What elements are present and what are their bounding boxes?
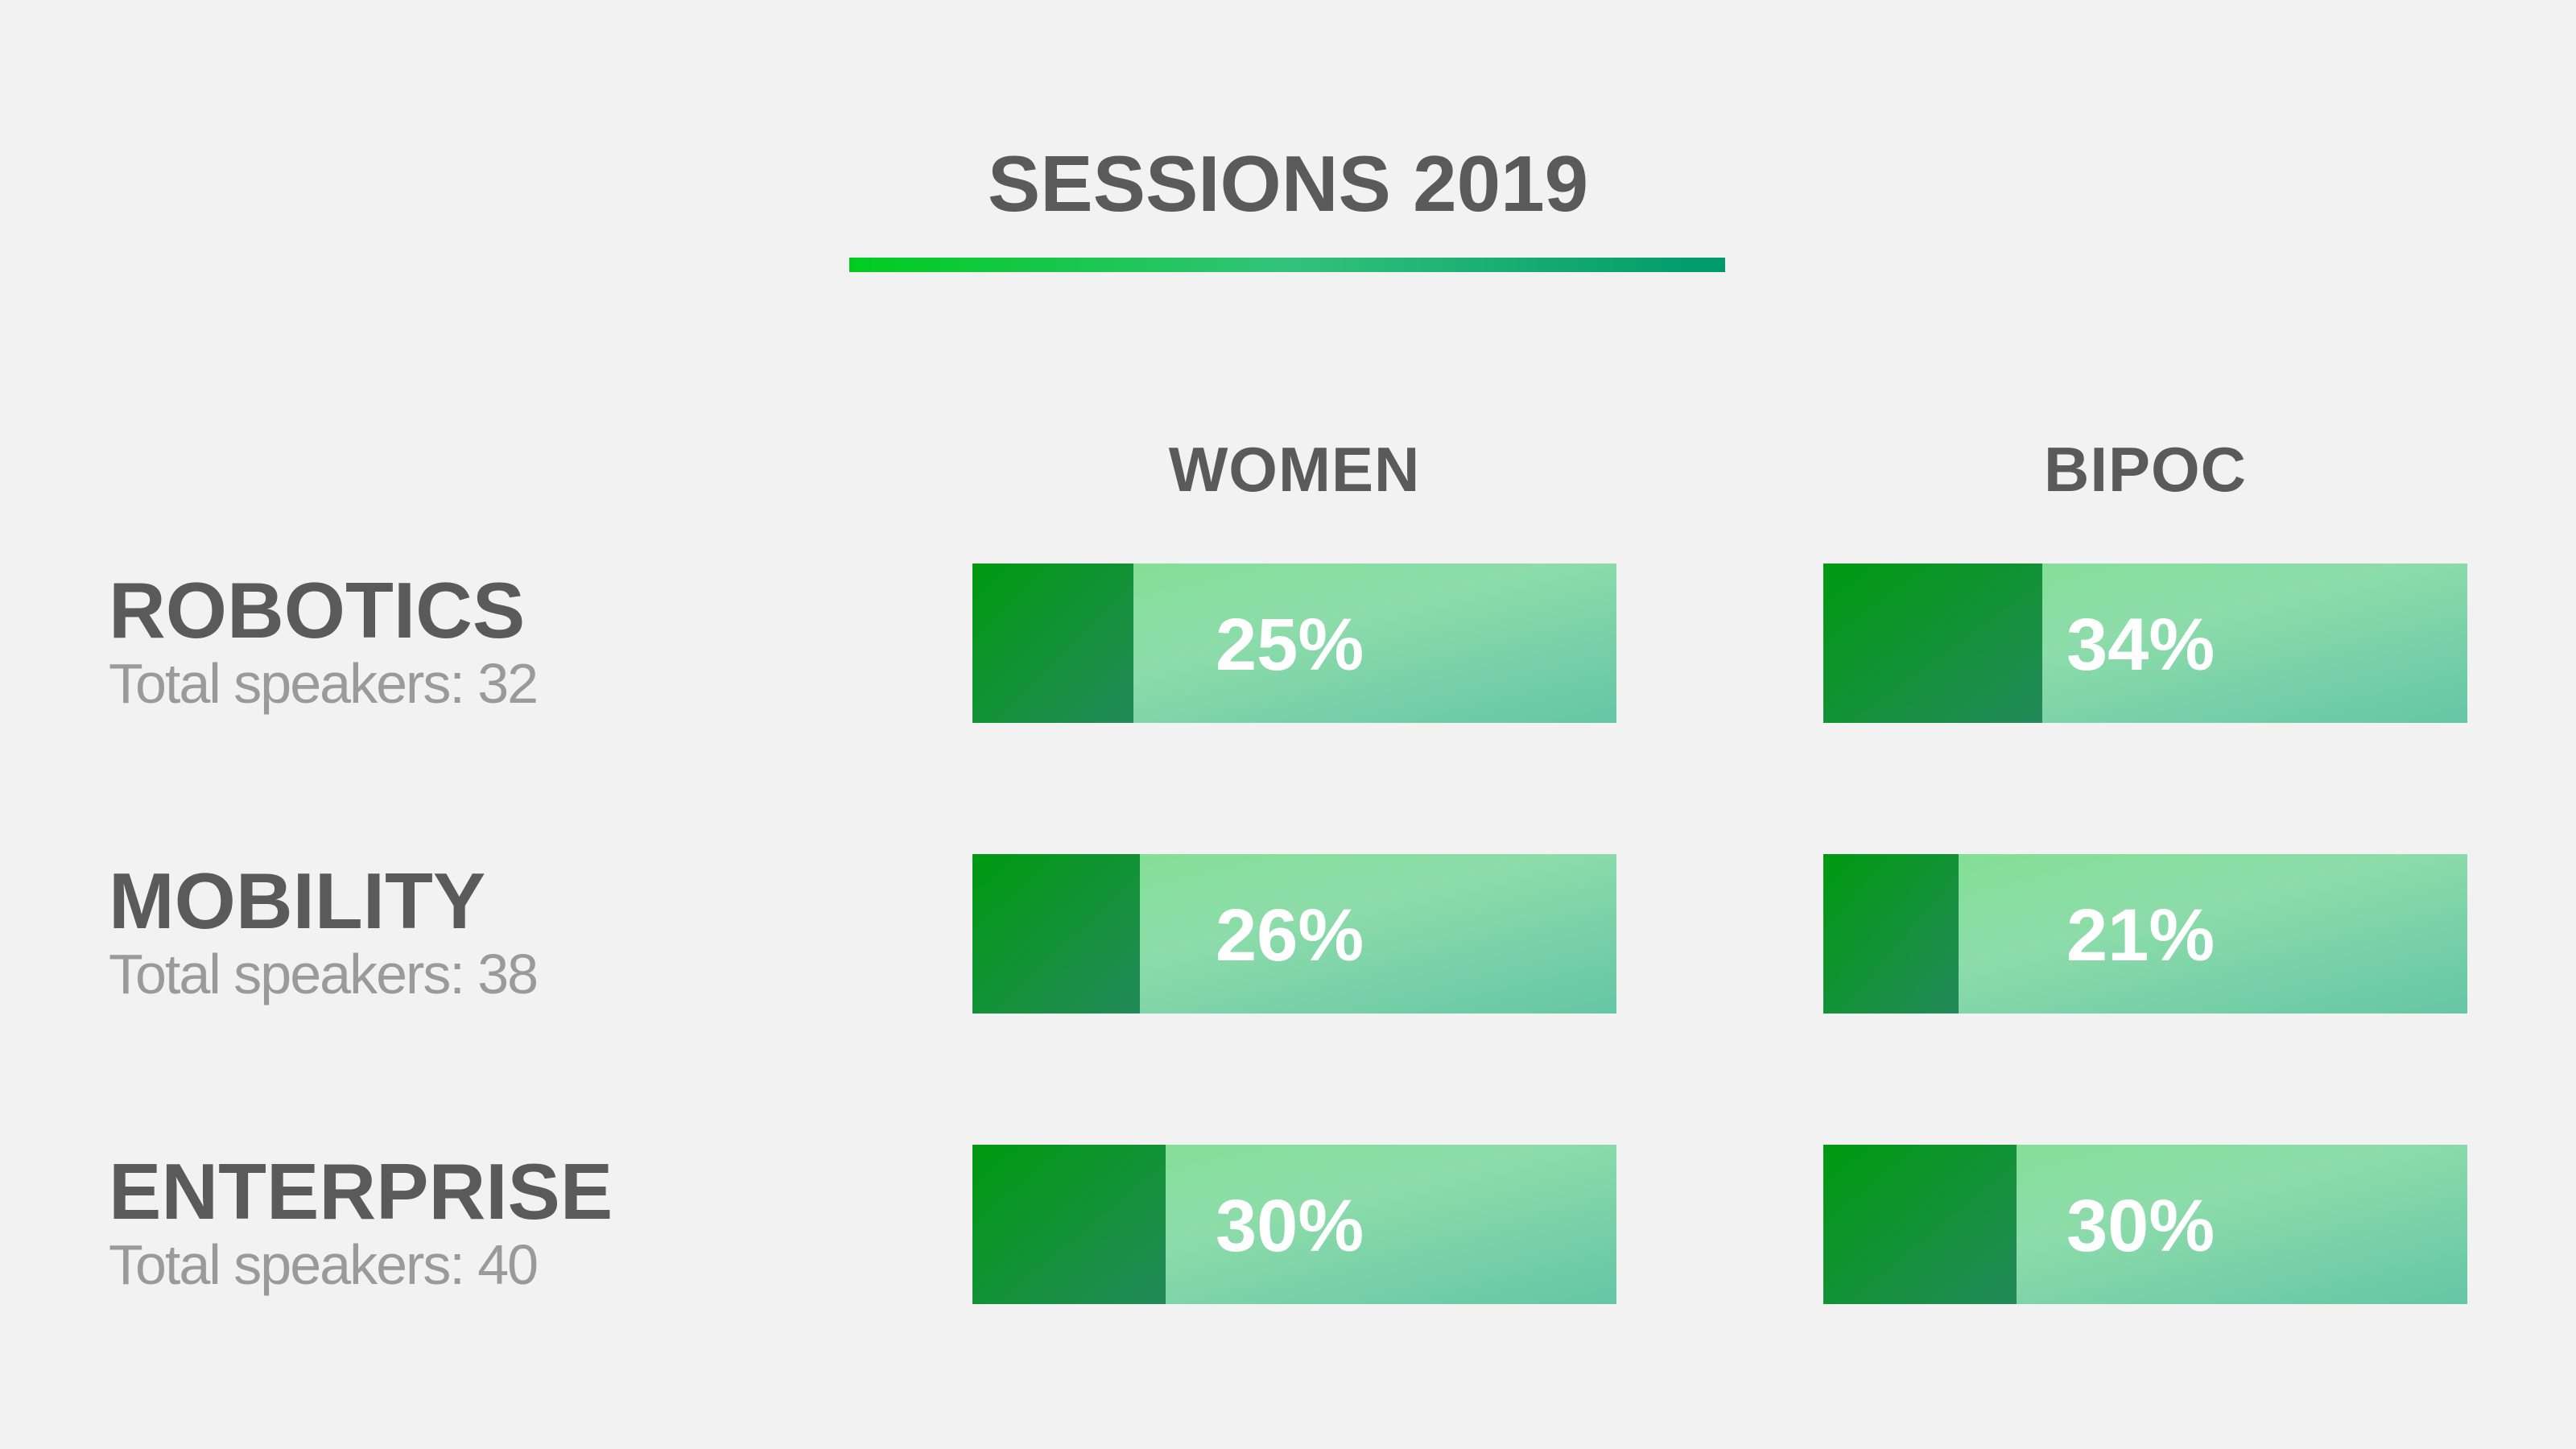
title-underline xyxy=(849,258,1725,272)
value-label: 21% xyxy=(2066,894,2215,976)
category-note: Total speakers: 32 xyxy=(109,652,537,715)
value-label: 30% xyxy=(1216,1185,1364,1267)
category-label: ENTERPRISE xyxy=(109,1147,613,1236)
value-label: 26% xyxy=(1216,894,1364,976)
bar xyxy=(1823,564,2042,723)
bar xyxy=(972,1145,1166,1304)
value-label: 34% xyxy=(2066,604,2215,686)
value-label: 30% xyxy=(2066,1185,2215,1267)
bar xyxy=(972,564,1133,723)
bar xyxy=(1823,854,1959,1013)
category-note: Total speakers: 38 xyxy=(109,943,537,1005)
bar xyxy=(1823,1145,2017,1304)
category-label: ROBOTICS xyxy=(109,566,525,654)
bar xyxy=(972,854,1140,1013)
category-label: MOBILITY xyxy=(109,857,485,945)
value-label: 25% xyxy=(1216,604,1364,686)
column-header: BIPOC xyxy=(2044,434,2247,505)
column-header: WOMEN xyxy=(1169,434,1421,505)
category-note: Total speakers: 40 xyxy=(109,1233,537,1296)
chart-title: SESSIONS 2019 xyxy=(988,139,1588,228)
